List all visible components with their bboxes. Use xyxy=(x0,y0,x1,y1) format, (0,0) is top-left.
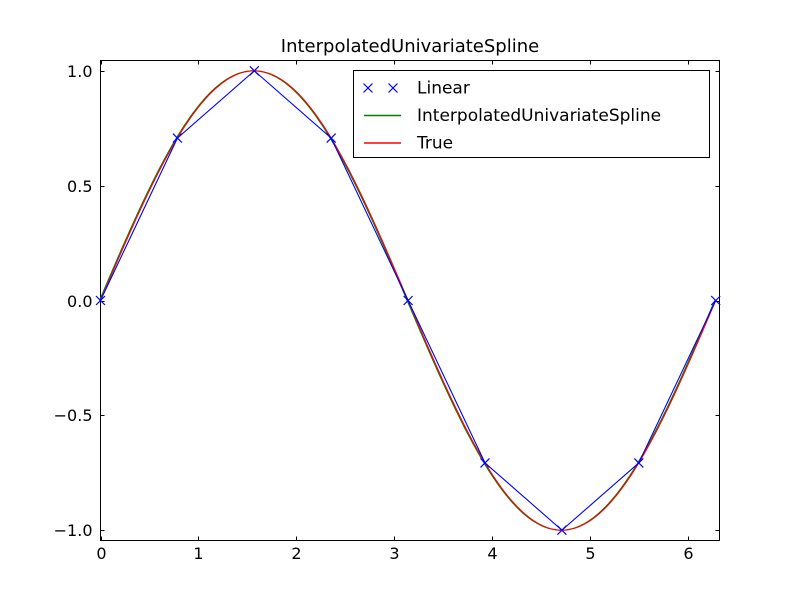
data-point-marker xyxy=(480,457,490,468)
data-point-marker xyxy=(403,295,414,306)
legend-box xyxy=(353,70,710,158)
legend-label: Linear xyxy=(417,79,470,99)
data-point-marker xyxy=(249,65,260,76)
legend-marker-x xyxy=(388,83,398,93)
y-tick-label: 1.0 xyxy=(67,62,92,81)
x-tick-label: 1 xyxy=(193,544,203,563)
legend-marker-x xyxy=(363,83,373,93)
data-point-marker xyxy=(710,295,721,306)
data-point-marker xyxy=(633,457,644,468)
legend-label: True xyxy=(416,134,453,154)
legend: Linear InterpolatedUnivariateSpline True xyxy=(353,70,710,158)
x-tick-label: 2 xyxy=(291,544,301,563)
x-tick-label: 0 xyxy=(96,544,106,563)
y-tick-label: −1.0 xyxy=(54,521,93,540)
data-point-marker xyxy=(95,295,106,306)
legend-label: InterpolatedUnivariateSpline xyxy=(417,106,661,126)
y-tick-label: −0.5 xyxy=(54,406,93,425)
plot-area: 0 1 2 3 4 5 6 −1.0 −0.5 0.0 0.5 1.0 xyxy=(54,60,720,563)
x-tick-label: 4 xyxy=(487,544,497,563)
y-tick-label: 0.5 xyxy=(67,177,92,196)
data-point-marker xyxy=(172,133,183,144)
x-tick-label: 3 xyxy=(389,544,399,563)
x-tick-label: 6 xyxy=(683,544,693,563)
y-tick-label: 0.0 xyxy=(67,292,92,311)
curves-layer xyxy=(95,65,721,536)
x-tick-label: 5 xyxy=(585,544,595,563)
series-line-interpolatedunivariatespline xyxy=(98,70,716,531)
data-point-marker xyxy=(326,133,337,144)
data-point-marker xyxy=(556,525,567,536)
chart-title: InterpolatedUnivariateSpline xyxy=(281,36,539,57)
